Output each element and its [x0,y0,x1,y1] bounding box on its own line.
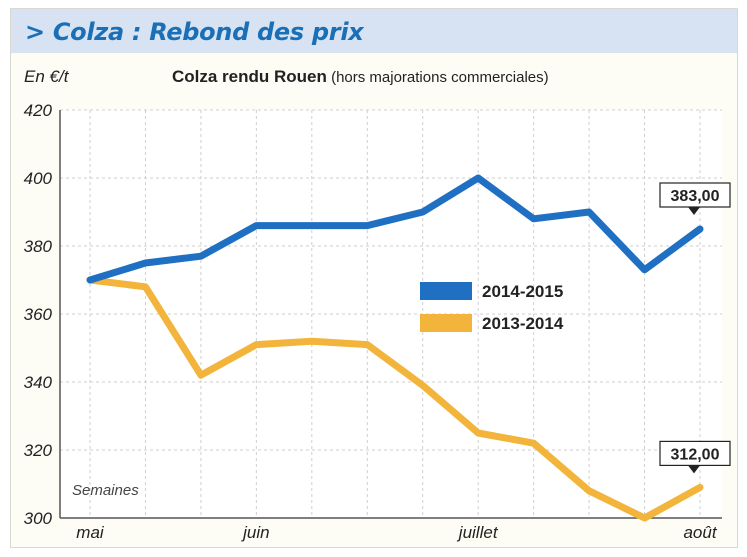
page-title: > Colza : Rebond des prix [25,18,364,46]
x-tick-label: mai [76,523,105,542]
y-tick-label: 380 [24,237,53,256]
y-tick-label: 300 [24,509,53,528]
title-banner: > Colza : Rebond des prix [11,9,737,53]
series-line-2014-2015 [86,174,704,284]
y-tick-label: 420 [24,101,53,120]
legend-swatch-2014-2015 [420,282,472,300]
y-tick-label: 320 [24,441,53,460]
x-caption: Semaines [72,482,139,499]
legend-swatch-2013-2014 [420,314,472,332]
legend-label: 2014-2015 [482,282,563,301]
x-tick-label: juin [241,523,269,542]
y-tick-label: 400 [24,169,53,188]
chart-title: Colza rendu Rouen (hors majorations comm… [172,67,549,86]
value-callout-pointer [688,465,700,474]
value-callout-label: 383,00 [671,188,720,205]
x-tick-label: juillet [457,523,499,542]
y-tick-label: 360 [24,305,53,324]
value-callout-box [659,182,731,208]
legend-label: 2013-2014 [482,314,564,333]
y-tick-label: 340 [24,373,53,392]
value-callout-label: 312,00 [671,446,720,463]
chart-title-bold: Colza rendu Rouen [172,67,327,86]
series-line-2013-2014 [86,276,704,522]
y-unit-label: En €/t [24,67,70,86]
chart-title-normal: (hors majorations commerciales) [327,69,549,86]
x-tick-label: août [683,523,717,542]
value-callout-pointer [688,207,700,215]
